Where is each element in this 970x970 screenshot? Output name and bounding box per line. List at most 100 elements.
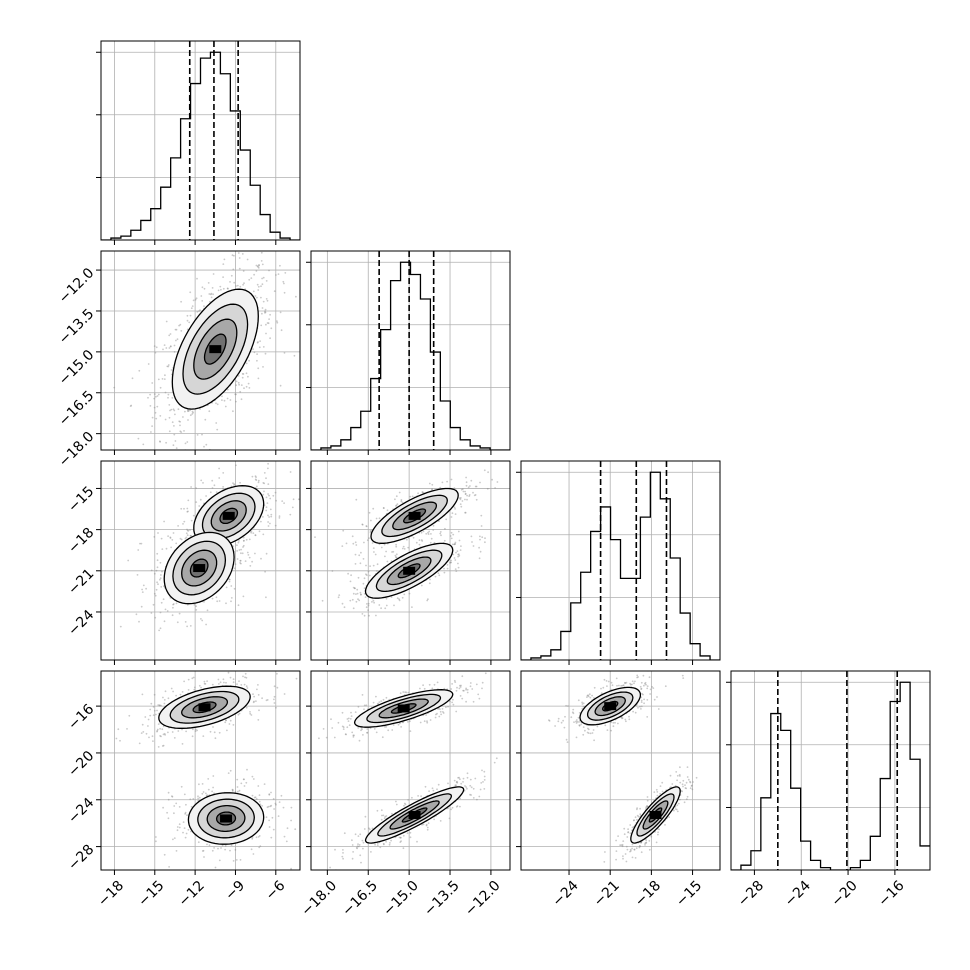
scatter-point xyxy=(138,620,140,623)
scatter-point xyxy=(147,718,150,721)
scatter-point xyxy=(460,488,463,491)
scatter-point xyxy=(353,587,356,590)
scatter-point xyxy=(198,796,201,799)
scatter-point xyxy=(197,795,199,798)
scatter-point xyxy=(229,281,231,283)
scatter-point xyxy=(567,705,569,707)
scatter-point xyxy=(360,551,362,554)
scatter-point xyxy=(202,482,204,484)
scatter-point xyxy=(242,270,245,272)
scatter-point xyxy=(612,721,615,724)
scatter-point xyxy=(373,551,375,553)
scatter-point xyxy=(346,718,349,720)
scatter-point xyxy=(409,720,411,723)
scatter-point xyxy=(261,307,264,309)
scatter-point xyxy=(618,684,620,687)
scatter-point xyxy=(185,532,188,535)
scatter-point xyxy=(277,815,280,817)
scatter-point xyxy=(248,359,251,362)
scatter-point xyxy=(548,719,550,721)
scatter-point xyxy=(174,440,177,442)
scatter-point xyxy=(221,399,223,401)
scatter-point xyxy=(252,693,254,695)
scatter-point xyxy=(637,676,639,678)
scatter-point xyxy=(373,601,375,604)
scatter-point xyxy=(431,483,434,486)
scatter-point xyxy=(383,843,385,846)
scatter-point xyxy=(283,352,286,354)
scatter-point xyxy=(198,497,200,499)
scatter-point xyxy=(224,845,227,847)
scatter-point xyxy=(189,409,192,412)
scatter-point xyxy=(219,285,222,288)
scatter-point xyxy=(451,806,454,809)
scatter-point xyxy=(254,475,257,477)
scatter-point xyxy=(269,313,271,316)
scatter-point xyxy=(420,584,423,587)
scatter-point xyxy=(203,856,205,858)
scatter-point xyxy=(458,539,461,542)
scatter-point xyxy=(186,814,188,817)
scatter-point xyxy=(156,559,159,562)
scatter-point xyxy=(198,684,201,687)
scatter-point xyxy=(258,264,260,266)
scatter-point xyxy=(466,494,468,497)
scatter-point xyxy=(170,687,173,690)
scatter-point xyxy=(222,263,225,265)
scatter-point xyxy=(253,796,256,799)
scatter-point xyxy=(554,725,556,727)
scatter-point xyxy=(248,278,251,281)
scatter-point xyxy=(239,285,242,288)
scatter-point xyxy=(210,292,213,295)
scatter-point xyxy=(588,693,591,696)
scatter-point xyxy=(446,480,448,483)
scatter-point xyxy=(168,347,171,349)
scatter-point xyxy=(154,594,157,597)
scatter-point xyxy=(644,682,646,685)
scatter-point xyxy=(221,395,223,398)
scatter-point xyxy=(392,724,395,726)
scatter-point xyxy=(409,730,412,732)
scatter-point xyxy=(214,737,217,740)
scatter-point xyxy=(208,844,211,847)
scatter-point xyxy=(140,732,143,734)
scatter-point xyxy=(483,770,486,773)
scatter-point xyxy=(155,840,157,843)
scatter-point xyxy=(426,828,429,831)
scatter-point xyxy=(402,545,405,548)
scatter-point xyxy=(266,806,269,809)
xtick-label: −12 xyxy=(176,878,208,910)
scatter-point xyxy=(260,285,262,288)
scatter-point xyxy=(183,827,186,829)
scatter-point xyxy=(273,290,276,293)
scatter-point xyxy=(215,596,218,599)
scatter-point xyxy=(222,486,225,488)
scatter-point xyxy=(153,345,156,347)
scatter-point xyxy=(363,704,366,707)
scatter-point xyxy=(136,574,139,576)
scatter-point xyxy=(464,493,467,495)
scatter-point xyxy=(179,420,182,423)
scatter-point xyxy=(161,548,164,550)
scatter-point xyxy=(160,537,163,540)
scatter-point xyxy=(141,588,144,591)
scatter-point xyxy=(256,359,258,362)
scatter-point xyxy=(270,513,273,516)
scatter-point xyxy=(231,789,234,791)
scatter-point xyxy=(246,258,249,261)
ytick-label: −21 xyxy=(65,566,97,598)
scatter-point xyxy=(284,272,287,274)
scatter-point xyxy=(243,387,245,390)
scatter-point xyxy=(255,476,257,479)
scatter-point xyxy=(453,506,456,509)
scatter-point xyxy=(351,844,354,846)
scatter-point xyxy=(371,542,374,544)
scatter-point xyxy=(465,484,468,487)
scatter-point xyxy=(363,614,366,617)
panel-r0-c0 xyxy=(96,40,301,245)
scatter-point xyxy=(496,481,499,483)
scatter-point xyxy=(286,827,289,830)
scatter-point xyxy=(193,686,196,689)
scatter-point xyxy=(209,300,211,303)
scatter-point xyxy=(226,287,229,290)
